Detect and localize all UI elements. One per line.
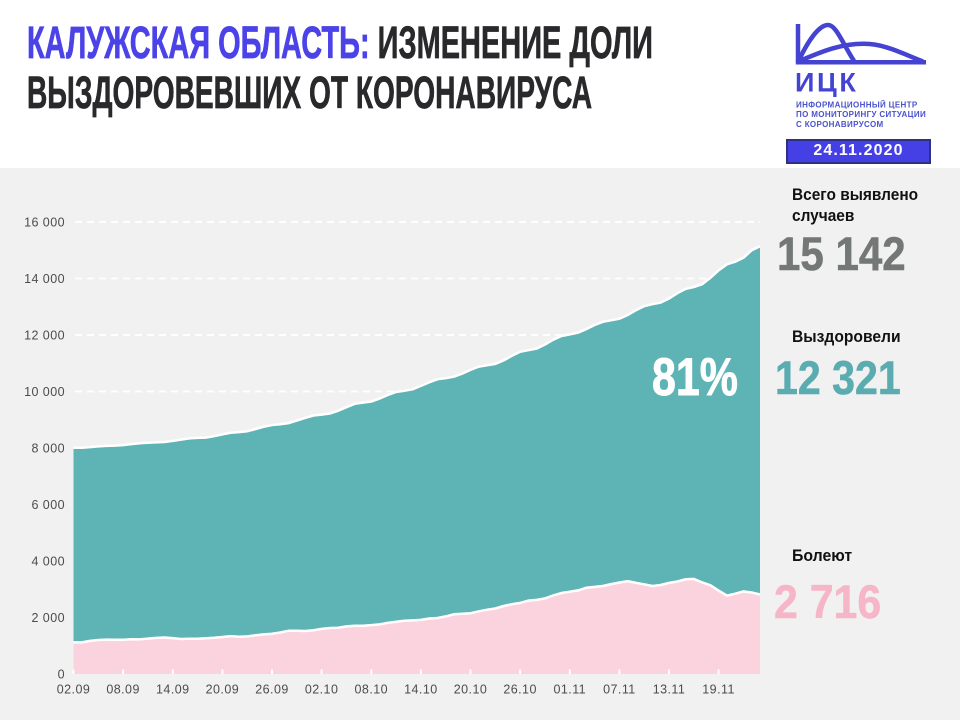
svg-text:14.09: 14.09 [156,683,190,697]
svg-text:20.10: 20.10 [454,683,488,697]
svg-text:02.09: 02.09 [57,683,91,697]
svg-text:ИНФОРМАЦИОННЫЙ ЦЕНТР: ИНФОРМАЦИОННЫЙ ЦЕНТР [796,100,918,109]
svg-text:2 000: 2 000 [31,611,65,625]
svg-text:14 000: 14 000 [24,272,65,286]
svg-text:6 000: 6 000 [31,498,65,512]
svg-text:26.09: 26.09 [255,683,289,697]
svg-text:01.11: 01.11 [553,683,586,697]
svg-text:20.09: 20.09 [206,683,240,697]
svg-text:10 000: 10 000 [24,385,65,399]
svg-text:4 000: 4 000 [31,555,65,569]
svg-text:07.11: 07.11 [603,683,636,697]
svg-text:0: 0 [58,668,65,682]
svg-text:16 000: 16 000 [24,216,65,230]
svg-text:08.09: 08.09 [106,683,140,697]
svg-text:ПО МОНИТОРИНГУ СИТУАЦИИ: ПО МОНИТОРИНГУ СИТУАЦИИ [796,110,926,119]
svg-text:19.11: 19.11 [702,683,735,697]
svg-text:02.10: 02.10 [305,683,339,697]
svg-text:8 000: 8 000 [31,442,65,456]
svg-text:С КОРОНАВИРУСОМ: С КОРОНАВИРУСОМ [796,120,884,129]
svg-text:ИЦК: ИЦК [795,67,858,97]
svg-text:14.10: 14.10 [404,683,438,697]
svg-text:12 000: 12 000 [24,329,65,343]
svg-text:08.10: 08.10 [355,683,389,697]
svg-text:26.10: 26.10 [503,683,537,697]
svg-text:13.11: 13.11 [653,683,686,697]
